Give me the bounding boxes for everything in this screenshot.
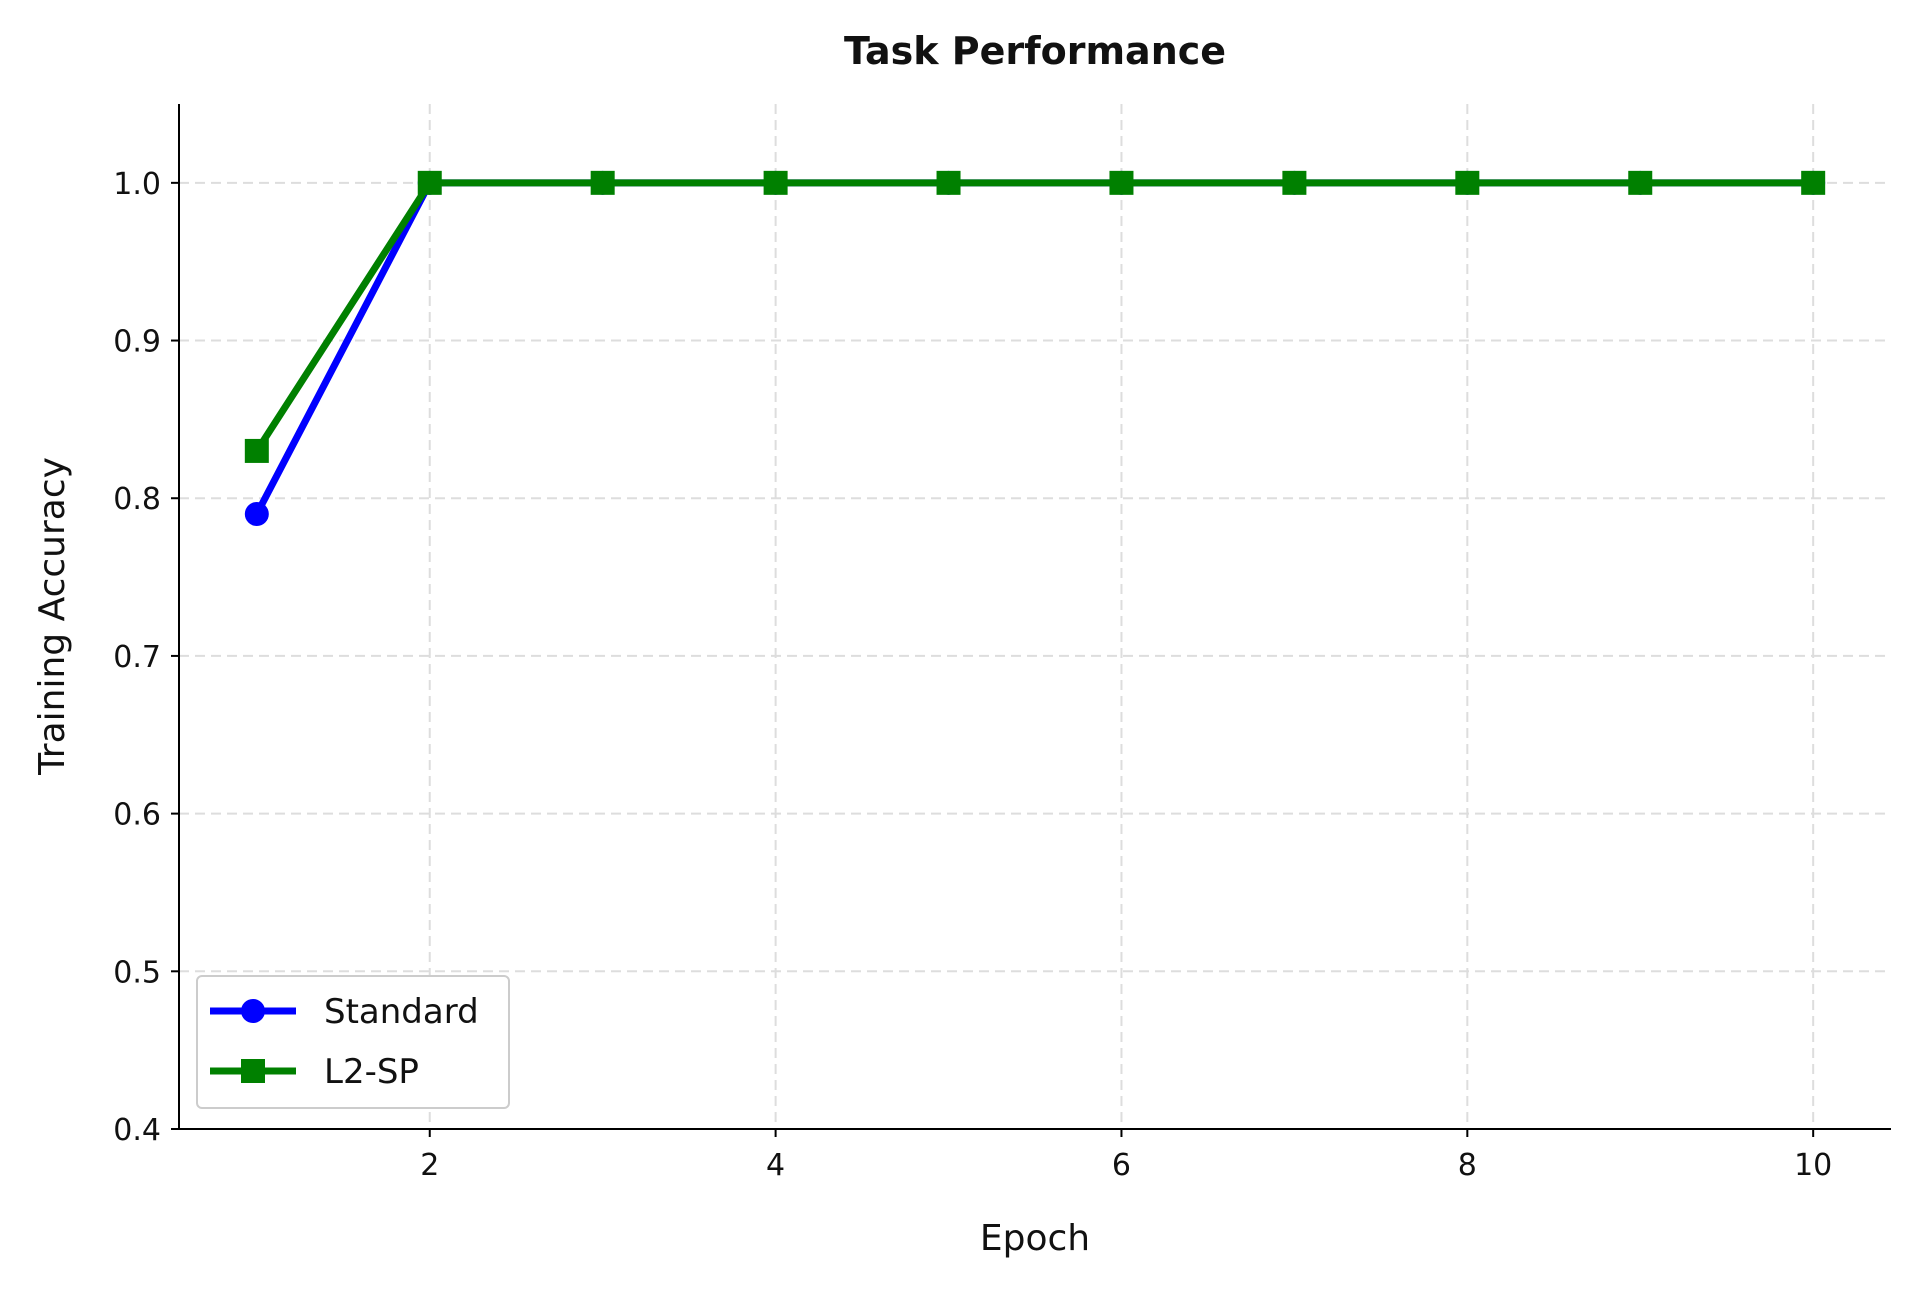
y-tick-label: 0.5 <box>113 955 161 990</box>
series-standard <box>244 170 1826 526</box>
y-tick-label: 0.9 <box>113 325 161 360</box>
x-tick-label: 8 <box>1458 1148 1477 1183</box>
data-point <box>763 170 788 195</box>
chart-title: Task Performance <box>844 29 1226 73</box>
series-group <box>244 170 1826 526</box>
x-axis-label: Epoch <box>980 1218 1090 1259</box>
grid <box>179 104 1891 1129</box>
data-point <box>1801 170 1826 195</box>
ticks: 2 4 6 8 10 0.4 0.5 0.6 0.7 0.8 0.9 1.0 <box>113 167 1832 1183</box>
x-tick-label: 4 <box>766 1148 785 1183</box>
series-line <box>253 179 1814 516</box>
legend: Standard L2-SP <box>196 975 510 1109</box>
data-point <box>590 170 615 195</box>
data-point <box>936 170 961 195</box>
data-point <box>417 170 442 195</box>
legend-item: Standard <box>210 992 479 1032</box>
legend-marker <box>241 999 265 1023</box>
data-point <box>1282 170 1307 195</box>
y-tick-label: 0.8 <box>113 482 161 517</box>
y-tick-label: 0.4 <box>113 1113 161 1148</box>
data-point <box>1455 170 1480 195</box>
y-tick-label: 0.7 <box>113 640 161 675</box>
data-point <box>1109 170 1134 195</box>
series-line <box>253 179 1814 453</box>
y-tick-label: 1.0 <box>113 167 161 202</box>
series-l2-sp <box>244 170 1826 463</box>
data-point <box>1628 170 1653 195</box>
legend-label: L2-SP <box>324 1052 419 1092</box>
legend-label: Standard <box>324 992 479 1032</box>
legend-marker <box>241 1059 265 1083</box>
legend-item: L2-SP <box>210 1052 419 1092</box>
x-tick-label: 10 <box>1794 1148 1832 1183</box>
x-tick-label: 2 <box>420 1148 439 1183</box>
y-tick-label: 0.6 <box>113 798 161 833</box>
y-axis-label: Training Accuracy <box>32 457 73 776</box>
data-point <box>244 438 269 463</box>
data-point <box>244 502 269 526</box>
x-tick-label: 6 <box>1112 1148 1131 1183</box>
